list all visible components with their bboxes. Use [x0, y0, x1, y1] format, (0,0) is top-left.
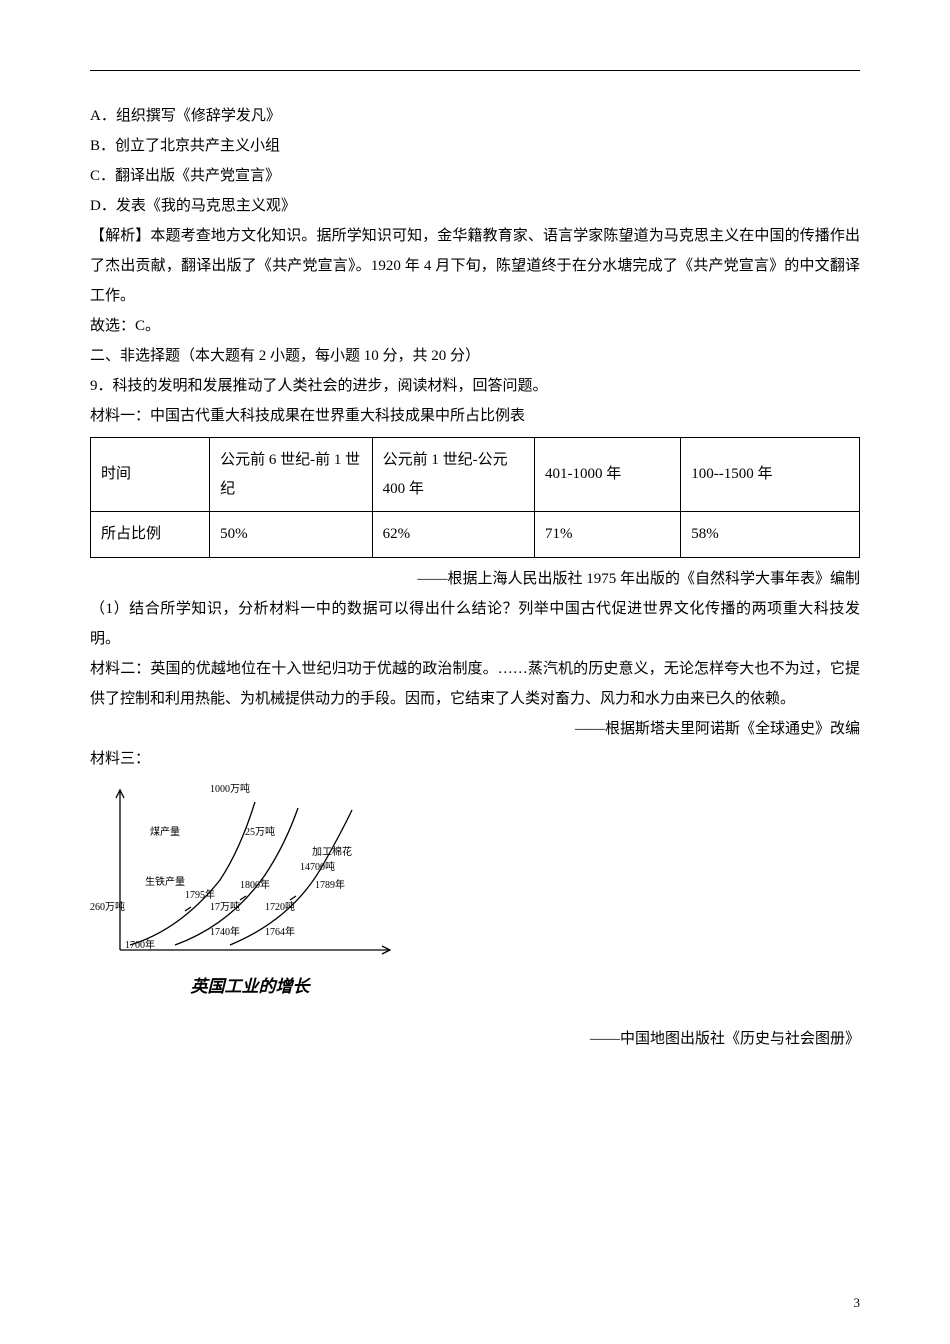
- analysis-answer: 故选：C。: [90, 311, 860, 341]
- chart-svg: 1000万吨 25万吨 260万吨 煤产量 生铁产量 加工棉花 14700吨 1…: [90, 780, 410, 970]
- section2-heading: 二、非选择题（本大题有 2 小题，每小题 10 分，共 20 分）: [90, 341, 860, 371]
- table-row: 所占比例 50% 62% 71% 58%: [91, 512, 860, 558]
- chart-label: 1000万吨: [210, 782, 250, 795]
- option-b: B．创立了北京共产主义小组: [90, 131, 860, 161]
- q9-sub1: （1）结合所学知识，分析材料一中的数据可以得出什么结论？列举中国古代促进世界文化…: [90, 594, 860, 654]
- q9-m1-title: 材料一：中国古代重大科技成果在世界重大科技成果中所占比例表: [90, 401, 860, 431]
- chart-caption: 英国工业的增长: [110, 970, 390, 1004]
- table-cell: 62%: [372, 512, 534, 558]
- q9-m1-cite: ——根据上海人民出版社 1975 年出版的《自然科学大事年表》编制: [90, 564, 860, 594]
- table-cell: 100--1500 年: [681, 438, 860, 512]
- chart-label: 25万吨: [245, 825, 275, 838]
- q9-m2-text: 材料二：英国的优越地位在十入世纪归功于优越的政治制度。……蒸汽机的历史意义，无论…: [90, 654, 860, 714]
- chart-label: 1720吨: [265, 900, 295, 913]
- q9-m2-cite: ——根据斯塔夫里阿诺斯《全球通史》改编: [90, 714, 860, 744]
- chart-label: 1795年: [185, 888, 215, 901]
- table-cell: 71%: [535, 512, 681, 558]
- option-c: C．翻译出版《共产党宣言》: [90, 161, 860, 191]
- option-d: D．发表《我的马克思主义观》: [90, 191, 860, 221]
- table-cell: 58%: [681, 512, 860, 558]
- chart-label: 煤产量: [150, 825, 180, 838]
- chart-label: 17万吨: [210, 900, 240, 913]
- top-rule: [90, 70, 860, 71]
- table-cell: 时间: [91, 438, 210, 512]
- q9-m3-label: 材料三：: [90, 744, 860, 774]
- chart-label: 1700年: [125, 938, 155, 951]
- q9-table: 时间 公元前 6 世纪-前 1 世纪 公元前 1 世纪-公元 400 年 401…: [90, 437, 860, 558]
- q9-prompt: 9．科技的发明和发展推动了人类社会的进步，阅读材料，回答问题。: [90, 371, 860, 401]
- table-cell: 所占比例: [91, 512, 210, 558]
- chart-label: 260万吨: [90, 900, 125, 913]
- chart-label: 1764年: [265, 925, 295, 938]
- chart-label: 1800年: [240, 878, 270, 891]
- q9-m3-cite: ——中国地图出版社《历史与社会图册》: [90, 1024, 860, 1054]
- page-number: 3: [854, 1290, 861, 1316]
- table-cell: 公元前 1 世纪-公元 400 年: [372, 438, 534, 512]
- option-a: A．组织撰写《修辞学发凡》: [90, 101, 860, 131]
- chart-label: 加工棉花: [312, 845, 352, 858]
- chart-label: 生铁产量: [145, 875, 185, 888]
- chart-label: 1789年: [315, 878, 345, 891]
- analysis-text: 【解析】本题考查地方文化知识。据所学知识可知，金华籍教育家、语言学家陈望道为马克…: [90, 221, 860, 311]
- table-cell: 401-1000 年: [535, 438, 681, 512]
- chart-label: 14700吨: [300, 860, 335, 873]
- table-row: 时间 公元前 6 世纪-前 1 世纪 公元前 1 世纪-公元 400 年 401…: [91, 438, 860, 512]
- chart-label: 1740年: [210, 925, 240, 938]
- table-cell: 公元前 6 世纪-前 1 世纪: [210, 438, 372, 512]
- q9-chart: 1000万吨 25万吨 260万吨 煤产量 生铁产量 加工棉花 14700吨 1…: [90, 780, 860, 1004]
- table-cell: 50%: [210, 512, 372, 558]
